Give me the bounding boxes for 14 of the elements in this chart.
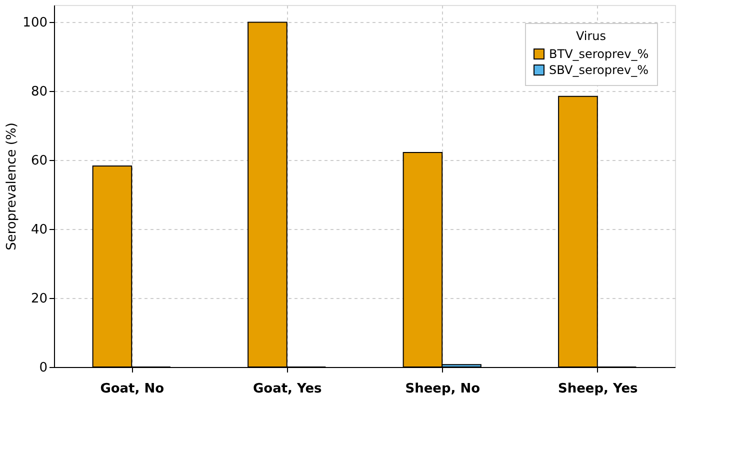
x-tick-label: Sheep, No [405,382,480,396]
x-tick-label: Goat, Yes [252,382,322,396]
y-tick-label: 80 [30,84,48,100]
y-tick-label: 60 [30,154,48,169]
x-tick-label: Sheep, Yes [558,382,638,396]
x-tick-label: Goat, No [100,382,164,396]
legend-label: BTV_seroprev_% [549,47,649,61]
y-axis-title: Seroprevalence (%) [4,122,20,250]
legend-label: SBV_seroprev_% [549,63,649,77]
y-tick-label: 40 [30,222,48,238]
y-tick-label: 20 [30,292,48,307]
y-tick-label: 0 [39,360,48,376]
y-tick-label: 100 [22,16,48,31]
legend-title: Virus [576,29,606,43]
